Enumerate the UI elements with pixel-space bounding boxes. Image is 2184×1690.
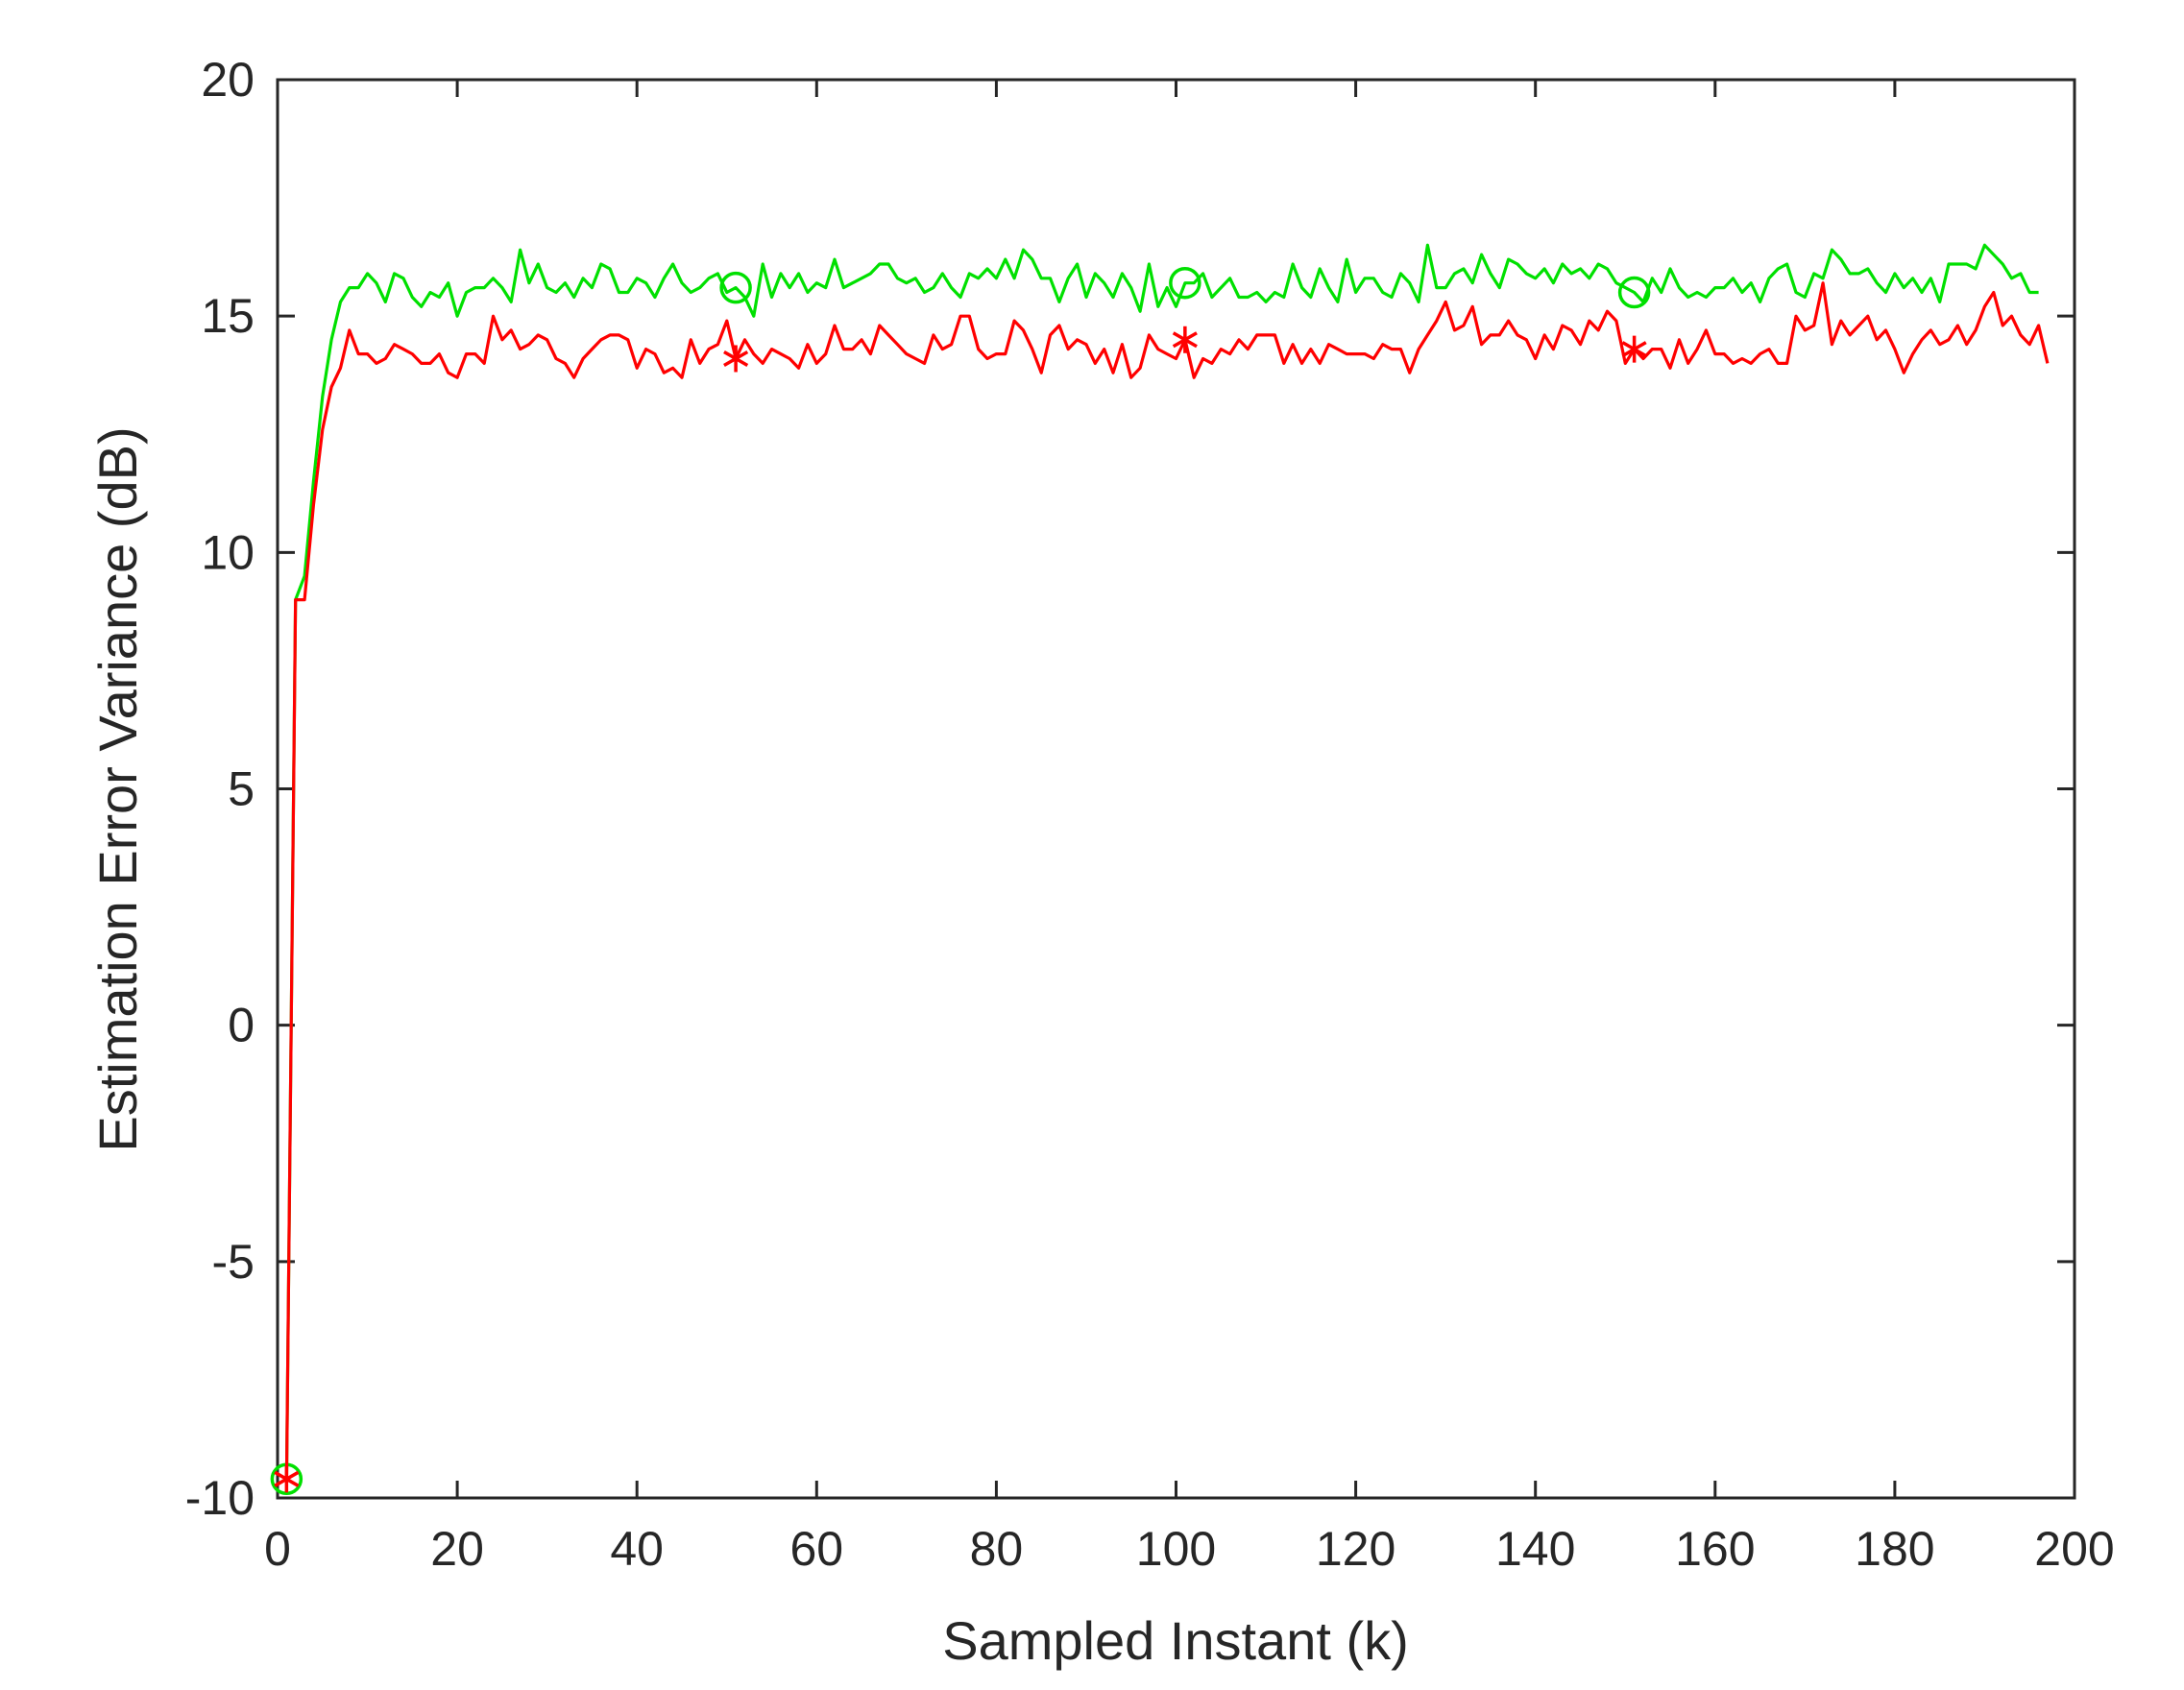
x-tick-labels: 0 20 40 60 80 100 120 140 160 180 200 bbox=[264, 1522, 2115, 1576]
y-tick-label: 20 bbox=[201, 53, 255, 107]
x-tick-label: 180 bbox=[1855, 1522, 1934, 1576]
x-tick-label: 20 bbox=[430, 1522, 484, 1576]
series-1-marker-circle bbox=[1169, 266, 1201, 300]
series-layer bbox=[270, 243, 2050, 1496]
series-2-marker-asterisk bbox=[1172, 326, 1198, 353]
series-2-marker-asterisk bbox=[723, 345, 749, 373]
y-tick-labels: -10 -5 0 5 10 15 20 bbox=[185, 53, 255, 1525]
y-tick-label: 5 bbox=[228, 762, 255, 816]
y-tick-label: 0 bbox=[228, 999, 255, 1052]
y-tick-label: -5 bbox=[212, 1235, 255, 1289]
x-tick-label: 100 bbox=[1136, 1522, 1216, 1576]
x-tick-label: 120 bbox=[1316, 1522, 1395, 1576]
y-axis-label: Estimation Error Variance (dB) bbox=[87, 426, 148, 1151]
x-tick-label: 200 bbox=[2034, 1522, 2114, 1576]
y-tick-label: -10 bbox=[185, 1471, 255, 1525]
series-line-1 bbox=[284, 243, 2039, 1480]
x-tick-label: 40 bbox=[610, 1522, 664, 1576]
series-1-marker-circle bbox=[1617, 276, 1651, 309]
x-tick-label: 80 bbox=[970, 1522, 1024, 1576]
x-tick-label: 140 bbox=[1495, 1522, 1575, 1576]
x-tick-label: 0 bbox=[264, 1522, 291, 1576]
x-tick-label: 60 bbox=[789, 1522, 843, 1576]
series-1-marker-circle bbox=[719, 271, 752, 304]
x-tick-label: 160 bbox=[1675, 1522, 1755, 1576]
series-line-2 bbox=[284, 281, 2050, 1480]
x-axis-label: Sampled Instant (k) bbox=[942, 1610, 1409, 1671]
series-2-marker-asterisk bbox=[1621, 335, 1647, 363]
plot-area bbox=[276, 78, 2076, 1500]
series-2-marker-asterisk bbox=[274, 1465, 300, 1493]
y-tick-label: 10 bbox=[201, 525, 255, 579]
y-tick-label: 15 bbox=[201, 289, 255, 343]
